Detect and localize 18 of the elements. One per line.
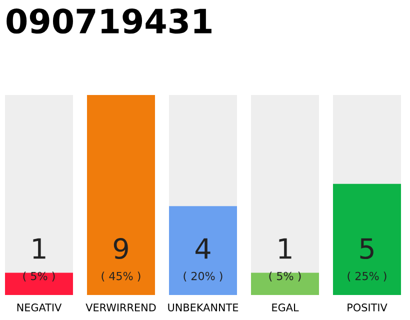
data-label: 1: [279, 238, 292, 259]
bar: [251, 272, 319, 295]
x-tick-label: NEGATIV: [17, 304, 62, 312]
x-tick-label: POSITIV: [348, 304, 388, 312]
x-tick-label: UNBEKANNTE: [168, 304, 238, 312]
data-label: 9: [114, 238, 128, 260]
annotation: ( 25% ): [348, 272, 386, 282]
data-label: 5: [360, 238, 374, 260]
chart-title: 090719431: [6, 8, 212, 34]
annotation: ( 45% ): [102, 272, 140, 282]
x-tick-label: EGAL: [272, 304, 299, 312]
annotation: ( 5% ): [23, 272, 55, 282]
x-tick-label: VERWIRREND: [86, 304, 156, 312]
data-label: 1: [33, 238, 46, 259]
annotation: ( 5% ): [269, 272, 301, 282]
bar: [5, 272, 73, 295]
data-label: 4: [196, 238, 210, 259]
annotation: ( 20% ): [184, 272, 222, 282]
